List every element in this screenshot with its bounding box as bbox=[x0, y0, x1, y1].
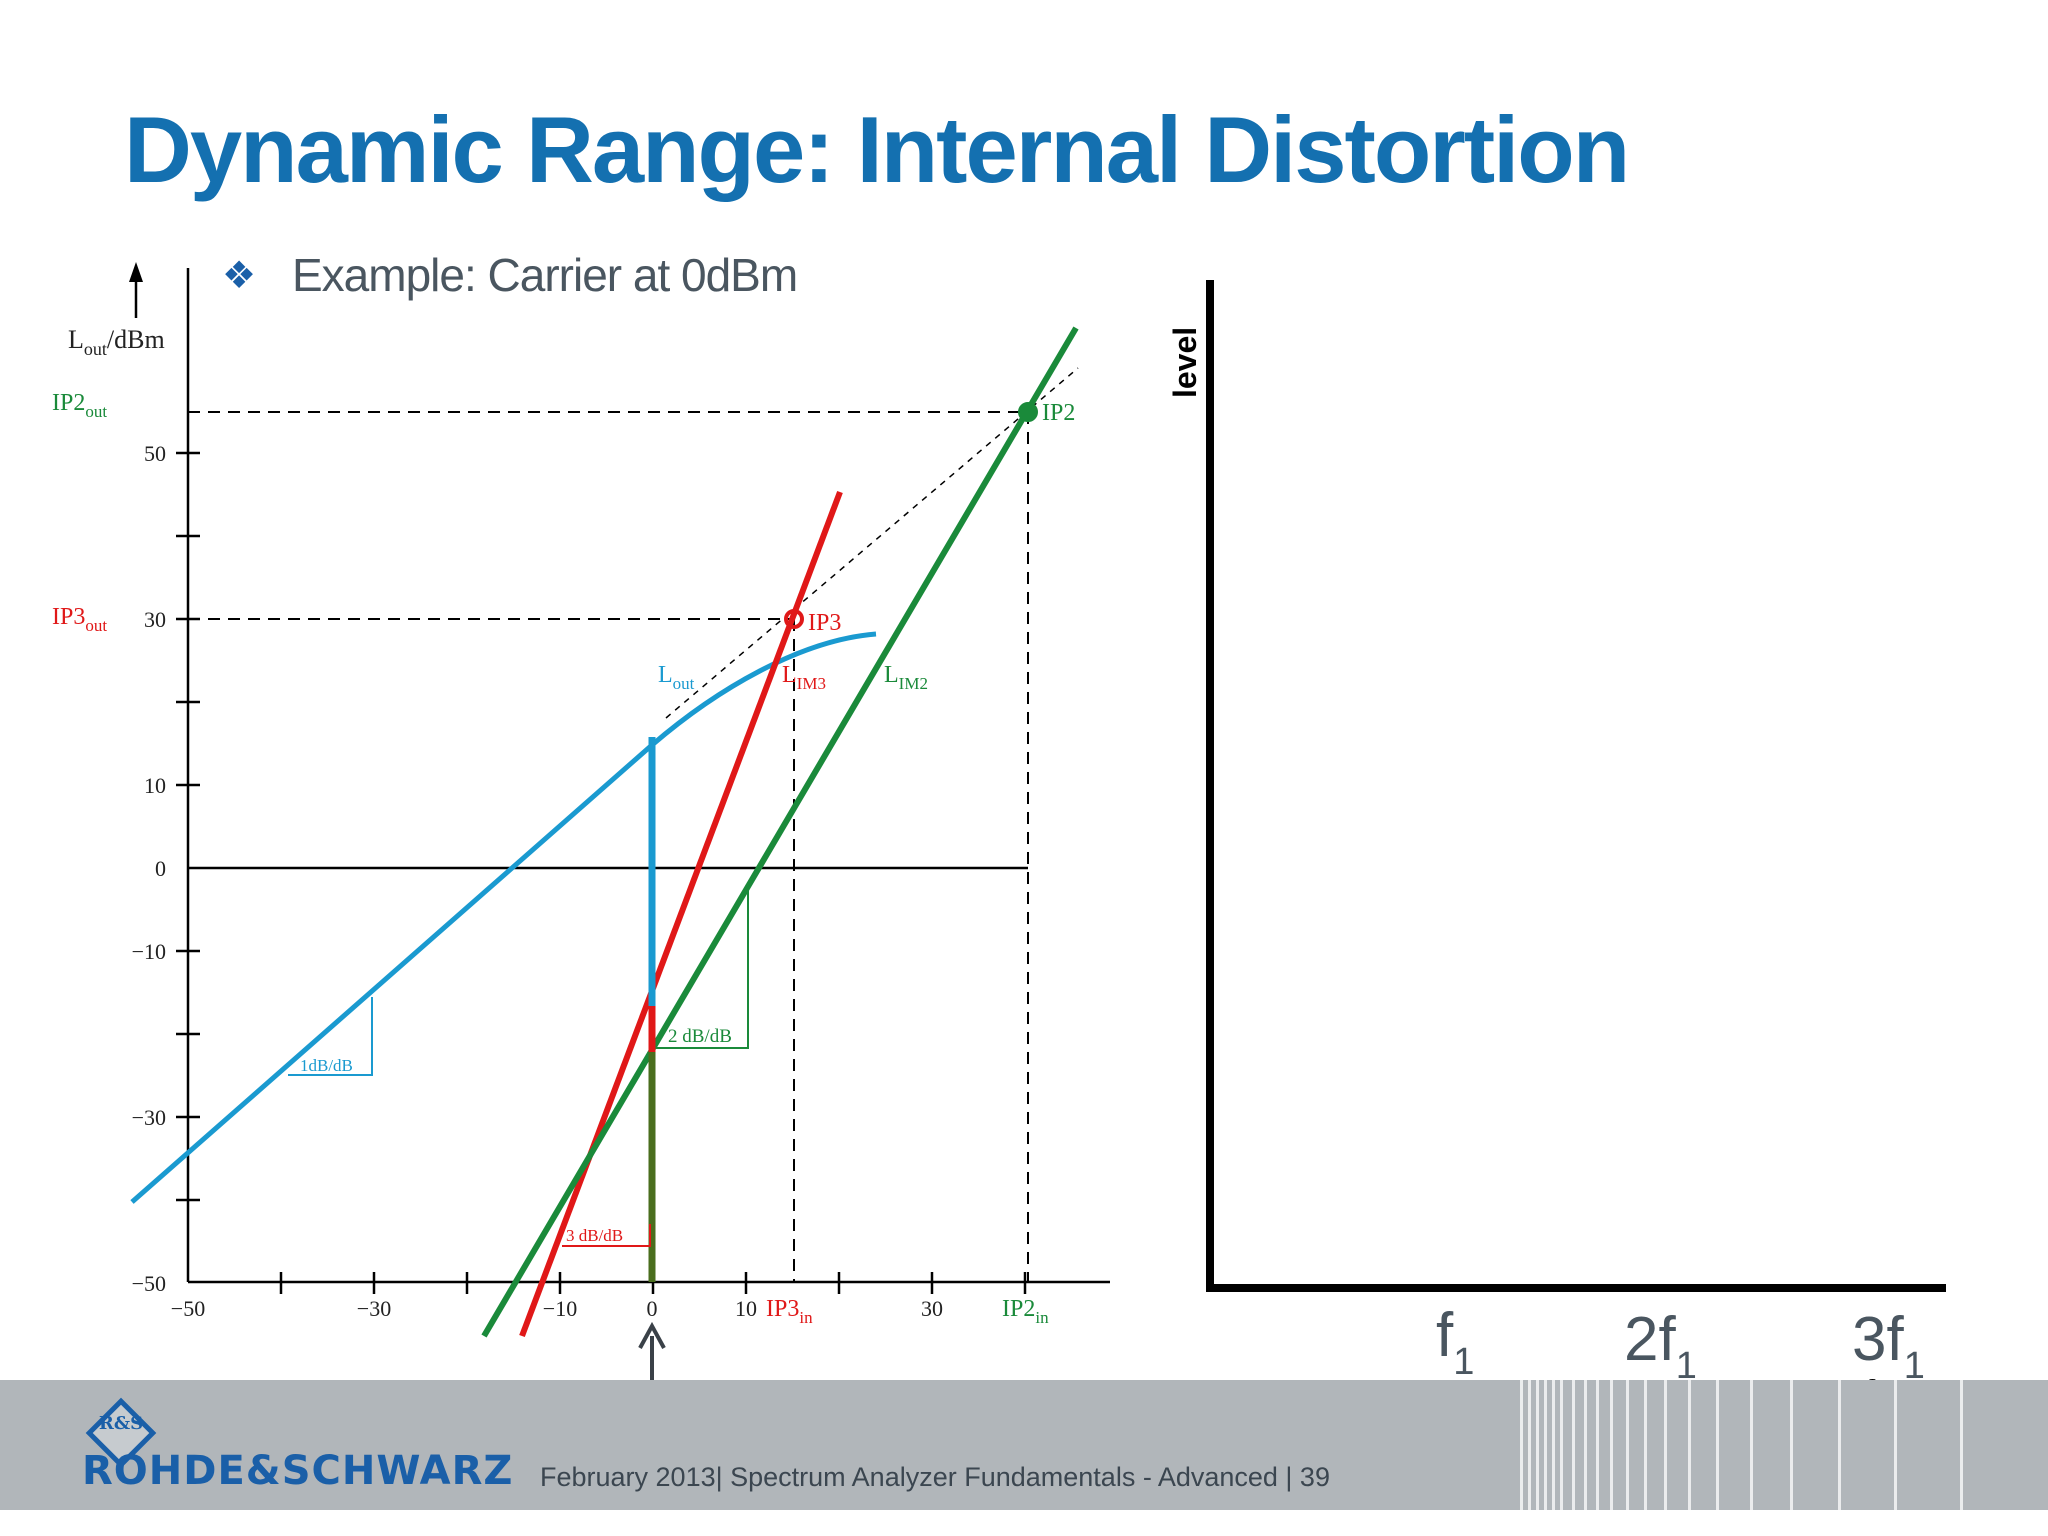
3f1-label: 3f1 bbox=[1852, 1305, 1925, 1387]
ip3-label: IP3 bbox=[808, 610, 841, 636]
ip2-out-label: IP2out bbox=[52, 390, 107, 421]
y-tick-label: 30 bbox=[144, 607, 166, 632]
slope-triangle-1 bbox=[288, 997, 373, 1076]
x-tick-label: 0 bbox=[647, 1296, 658, 1321]
asymptote-line bbox=[665, 367, 1079, 719]
lim2-line bbox=[481, 326, 1079, 1338]
ip2-point bbox=[1018, 402, 1038, 422]
footer-bottom-strip bbox=[0, 1510, 2048, 1536]
y-tick-labels: 50 30 10 0 −10 −30 −50 bbox=[132, 441, 166, 1296]
footer-text: February 2013| Spectrum Analyzer Fundame… bbox=[540, 1462, 1330, 1492]
y-tick-label: 50 bbox=[144, 441, 166, 466]
guide-lines bbox=[188, 411, 1029, 1282]
bullet-item: ❖ Example: Carrier at 0dBm bbox=[222, 248, 798, 302]
y-tick-label: −30 bbox=[132, 1105, 166, 1130]
logo-mark-text: R&S bbox=[98, 1413, 144, 1434]
lim2-label: LIM2 bbox=[884, 662, 928, 693]
ip2-in-label: IP2in bbox=[1002, 1296, 1049, 1327]
slope-label-2: 2 dB/dB bbox=[668, 1026, 732, 1047]
x-tick-label: −30 bbox=[357, 1296, 391, 1321]
slope-label-3: 3 dB/dB bbox=[566, 1226, 623, 1245]
lim3-label: LIM3 bbox=[782, 662, 826, 693]
slope-triangle-2 bbox=[656, 888, 749, 1049]
ip2-label: IP2 bbox=[1042, 400, 1075, 426]
ip3-out-label: IP3out bbox=[52, 604, 107, 635]
x-tick-label: −50 bbox=[171, 1296, 205, 1321]
footer-stripes-decoration bbox=[1520, 1380, 1963, 1510]
spectrum-axes bbox=[1206, 280, 1946, 1292]
x-tick-labels: −50 −30 −10 0 10 30 bbox=[171, 1296, 943, 1321]
company-logo: ROHDE&SCHWARZ bbox=[82, 1448, 514, 1494]
y-tick-label: −10 bbox=[132, 939, 166, 964]
diamond-cluster-icon: ❖ bbox=[222, 254, 257, 297]
page-title: Dynamic Range: Internal Distortion bbox=[124, 97, 1630, 202]
lout-curve bbox=[130, 631, 877, 1204]
lim3-line bbox=[519, 490, 843, 1338]
left-axes bbox=[134, 268, 1110, 1284]
y-tick-label: −50 bbox=[132, 1271, 166, 1296]
x-tick-label: 10 bbox=[735, 1296, 757, 1321]
level-axis-label: level bbox=[1167, 327, 1203, 398]
f1-label: f1 bbox=[1436, 1301, 1474, 1383]
x-tick-label: 30 bbox=[921, 1296, 943, 1321]
ip3-point bbox=[784, 609, 804, 629]
slope-label-1: 1dB/dB bbox=[300, 1056, 353, 1075]
ip3-in-label: IP3in bbox=[766, 1296, 813, 1327]
y-axis-label: Lout/dBm bbox=[68, 325, 165, 359]
y-tick-label: 10 bbox=[144, 773, 166, 798]
y-axis-arrow-icon bbox=[129, 262, 143, 282]
slope-triangle-3 bbox=[562, 1224, 651, 1247]
footer-bar bbox=[0, 1380, 2048, 1510]
y-tick-label: 0 bbox=[155, 856, 166, 881]
y-tick-marks bbox=[176, 451, 200, 1202]
bullet-text: Example: Carrier at 0dBm bbox=[292, 249, 798, 301]
2f1-label: 2f1 bbox=[1624, 1305, 1697, 1387]
lout-label: Lout bbox=[658, 662, 695, 693]
x-tick-label: −10 bbox=[543, 1296, 577, 1321]
